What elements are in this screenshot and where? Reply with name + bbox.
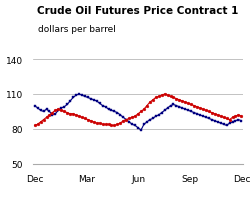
Text: dollars per barrel: dollars per barrel bbox=[38, 25, 115, 34]
Legend: 2011-12, 2012-13: 2011-12, 2012-13 bbox=[65, 199, 210, 200]
Text: Crude Oil Futures Price Contract 1: Crude Oil Futures Price Contract 1 bbox=[37, 6, 238, 16]
